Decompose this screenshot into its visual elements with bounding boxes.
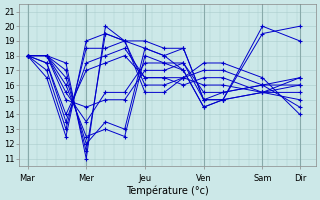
X-axis label: Température (°c): Température (°c) [126,185,209,196]
